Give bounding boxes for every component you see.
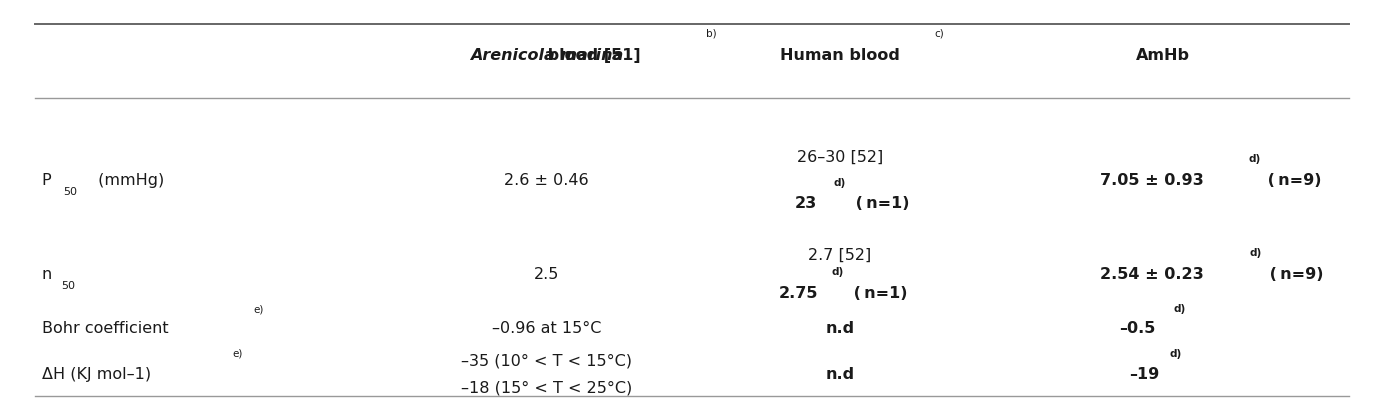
Text: 2.5: 2.5: [534, 267, 559, 282]
Text: e): e): [233, 349, 242, 359]
Text: d): d): [1174, 304, 1186, 314]
Text: 2.7 [52]: 2.7 [52]: [808, 248, 872, 262]
Text: 23: 23: [794, 197, 817, 211]
Text: e): e): [253, 304, 263, 314]
Text: c): c): [934, 29, 944, 39]
Text: d): d): [1248, 154, 1261, 164]
Text: ( n=1): ( n=1): [848, 286, 908, 301]
Text: –35 (10° < T < 15°C): –35 (10° < T < 15°C): [461, 354, 632, 368]
Text: b): b): [706, 29, 717, 39]
Text: 2.6 ± 0.46: 2.6 ± 0.46: [504, 173, 590, 188]
Text: –18 (15° < T < 25°C): –18 (15° < T < 25°C): [461, 380, 632, 395]
Text: 2.75: 2.75: [779, 286, 818, 301]
Text: AmHb: AmHb: [1135, 48, 1190, 62]
Text: blood [51]: blood [51]: [453, 48, 641, 62]
Text: 26–30 [52]: 26–30 [52]: [797, 150, 883, 164]
Text: ( n=9): ( n=9): [1262, 173, 1322, 188]
Text: –19: –19: [1129, 367, 1160, 382]
Text: 50: 50: [61, 281, 75, 291]
Text: ( n=1): ( n=1): [850, 197, 909, 211]
Text: d): d): [832, 267, 844, 277]
Text: Human blood: Human blood: [781, 48, 900, 62]
Text: 2.54 ± 0.23: 2.54 ± 0.23: [1100, 267, 1204, 282]
Text: n: n: [42, 267, 51, 282]
Text: P: P: [42, 173, 51, 188]
Text: 7.05 ± 0.93: 7.05 ± 0.93: [1100, 173, 1204, 188]
Text: Bohr coefficient: Bohr coefficient: [42, 321, 167, 336]
Text: ΔH (KJ mol–1): ΔH (KJ mol–1): [42, 367, 151, 382]
Text: Arenicola marina: Arenicola marina: [471, 48, 623, 62]
Text: 50: 50: [64, 187, 78, 197]
Text: ( n=9): ( n=9): [1264, 267, 1323, 282]
Text: –0.5: –0.5: [1120, 321, 1156, 336]
Text: (mmHg): (mmHg): [93, 173, 163, 188]
Text: d): d): [1169, 349, 1182, 359]
Text: –0.96 at 15°C: –0.96 at 15°C: [491, 321, 602, 336]
Text: d): d): [833, 177, 846, 188]
Text: n.d: n.d: [825, 321, 855, 336]
Text: d): d): [1250, 248, 1262, 258]
Text: n.d: n.d: [825, 367, 855, 382]
